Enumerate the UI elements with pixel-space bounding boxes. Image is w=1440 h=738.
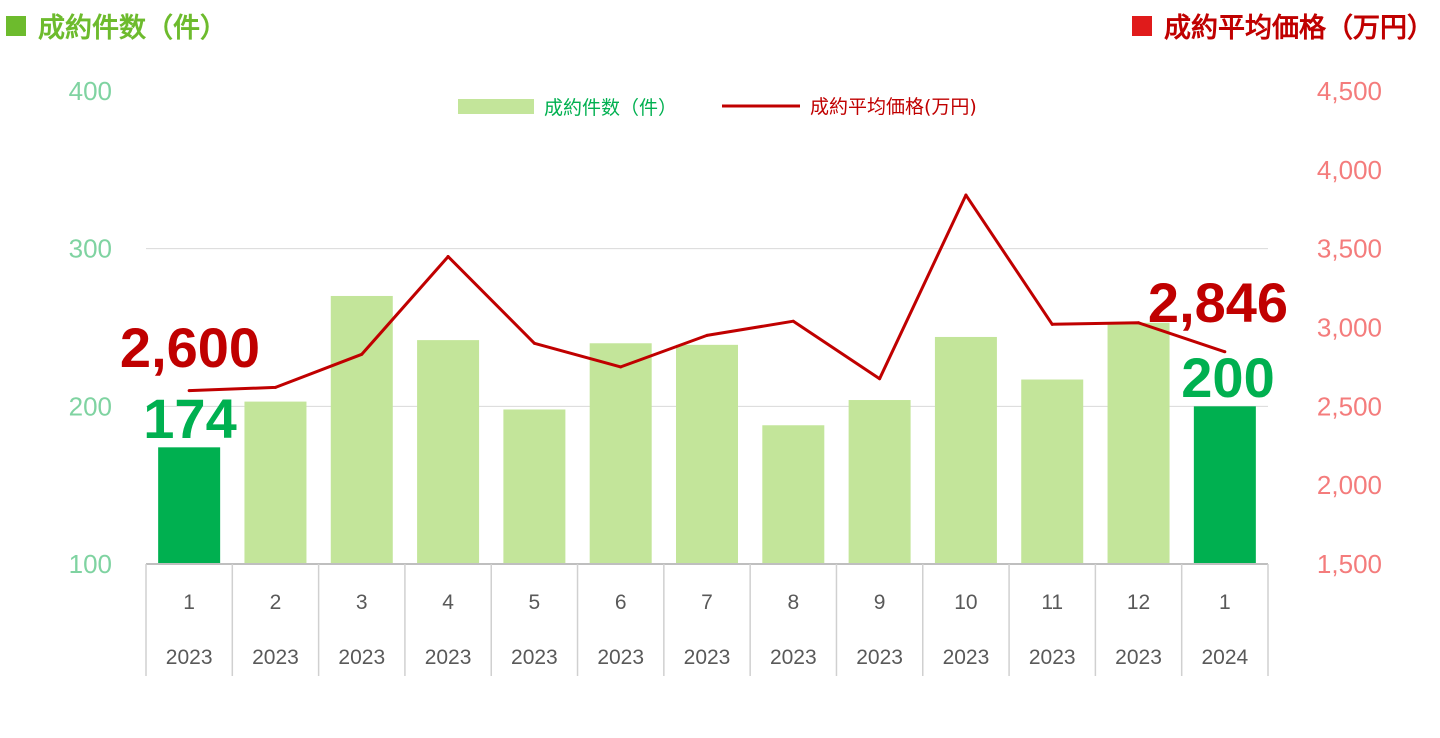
- month-label-6: 7: [701, 591, 713, 614]
- year-label-8: 2023: [856, 646, 903, 669]
- month-label-7: 8: [787, 591, 799, 614]
- year-label-10: 2023: [1029, 646, 1076, 669]
- price-point-0: [187, 389, 191, 393]
- left-tick-2: 300: [69, 234, 112, 264]
- price-point-2: [360, 352, 364, 356]
- first-count-label: 174: [143, 387, 236, 450]
- first-price-label: 2,600: [120, 316, 260, 379]
- right-tick-1: 2,000: [1317, 470, 1382, 500]
- month-label-2: 3: [356, 591, 368, 614]
- month-label-4: 5: [529, 591, 541, 614]
- last-price-label: 2,846: [1148, 271, 1288, 334]
- bar-11: [1107, 322, 1170, 564]
- right-axis-title-text: 成約平均価格（万円）: [1164, 13, 1434, 44]
- price-point-11: [1137, 321, 1141, 325]
- price-point-4: [532, 341, 536, 345]
- green-square-icon: [6, 15, 26, 36]
- month-label-0: 1: [183, 591, 195, 614]
- bar-12: [1193, 406, 1256, 564]
- month-label-9: 10: [954, 591, 977, 614]
- right-tick-3: 3,000: [1317, 313, 1382, 343]
- bar-series: [158, 295, 1256, 564]
- year-label-6: 2023: [684, 646, 731, 669]
- bar-4: [503, 409, 566, 564]
- line-series: [187, 193, 1227, 393]
- bar-5: [589, 343, 652, 564]
- legend-bar-label: 成約件数（件）: [544, 97, 677, 119]
- year-label-5: 2023: [597, 646, 644, 669]
- year-label-0: 2023: [166, 646, 213, 669]
- left-axis-title-text: 成約件数（件）: [38, 13, 227, 44]
- last-count-label: 200: [1181, 346, 1274, 409]
- right-tick-2: 2,500: [1317, 391, 1382, 421]
- left-tick-3: 400: [69, 76, 112, 106]
- year-label-2: 2023: [338, 646, 385, 669]
- year-label-11: 2023: [1115, 646, 1162, 669]
- year-label-9: 2023: [943, 646, 990, 669]
- bar-9: [934, 336, 997, 564]
- bar-10: [1021, 379, 1084, 564]
- right-tick-4: 3,500: [1317, 234, 1382, 264]
- month-label-3: 4: [442, 591, 454, 614]
- price-point-10: [1050, 322, 1054, 326]
- red-square-icon: [1132, 15, 1152, 36]
- left-axis-title: 成約件数（件）: [6, 6, 227, 45]
- price-point-9: [964, 193, 968, 197]
- annotations: 2,600 174 2,846 200: [120, 271, 1288, 450]
- month-label-11: 12: [1127, 591, 1150, 614]
- bar-8: [848, 400, 911, 564]
- month-label-10: 11: [1041, 591, 1063, 614]
- right-tick-6: 4,500: [1317, 76, 1382, 106]
- price-point-5: [619, 365, 623, 369]
- right-tick-0: 1,500: [1317, 549, 1382, 579]
- left-tick-1: 200: [69, 391, 112, 421]
- year-label-1: 2023: [252, 646, 299, 669]
- year-label-7: 2023: [770, 646, 817, 669]
- left-tick-0: 100: [69, 549, 112, 579]
- month-label-12: 1: [1219, 591, 1231, 614]
- bar-6: [676, 344, 738, 564]
- price-point-7: [791, 319, 795, 323]
- bar-0: [158, 447, 221, 564]
- left-axis: 100 200 300 400: [69, 76, 112, 579]
- year-label-4: 2023: [511, 646, 558, 669]
- legend-line-label: 成約平均価格(万円): [810, 96, 977, 118]
- right-axis: 1,500 2,000 2,500 3,000 3,500 4,000 4,500: [1317, 76, 1382, 579]
- right-tick-5: 4,000: [1317, 155, 1382, 185]
- bar-3: [417, 340, 480, 564]
- bar-1: [244, 401, 307, 564]
- price-point-8: [878, 377, 882, 381]
- category-axis: 1 2023 2 2023 3 2023 4 2023 5 2023 6 2023 7 2023 8 2023…: [145, 563, 1269, 676]
- month-label-1: 2: [270, 591, 282, 614]
- price-point-6: [705, 333, 709, 337]
- bar-7: [762, 425, 825, 564]
- month-label-5: 6: [615, 591, 627, 614]
- year-label-3: 2023: [425, 646, 472, 669]
- legend: 成約件数（件） 成約平均価格(万円): [458, 96, 977, 119]
- right-axis-title: 成約平均価格（万円）: [1132, 6, 1434, 45]
- price-point-12: [1223, 350, 1227, 354]
- price-point-3: [446, 255, 450, 259]
- month-label-8: 9: [874, 591, 886, 614]
- legend-bar-swatch: [458, 99, 534, 114]
- year-label-12: 2024: [1201, 646, 1248, 669]
- bar-2: [330, 295, 393, 564]
- price-point-1: [273, 385, 277, 389]
